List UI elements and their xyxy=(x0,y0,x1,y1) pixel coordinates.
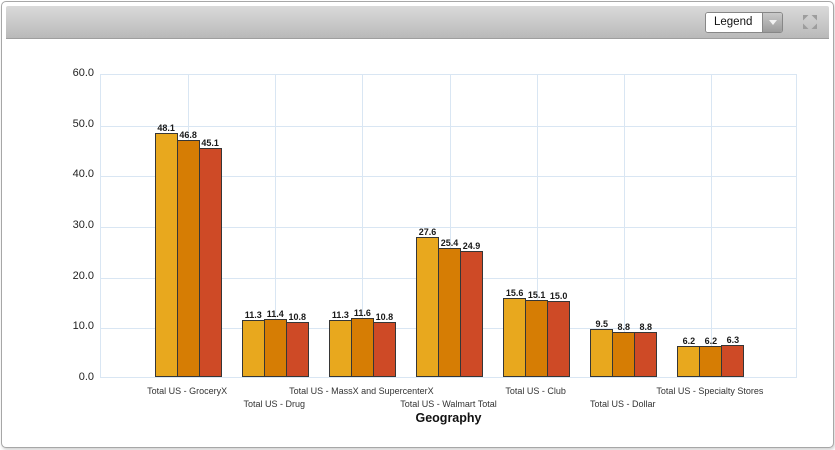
toolbar: Legend xyxy=(6,6,829,39)
bar-value-label: 11.4 xyxy=(266,309,284,319)
bar-series-1-cat7[interactable] xyxy=(677,346,701,377)
legend-dropdown-label[interactable]: Legend xyxy=(706,12,762,32)
x-tick-label: Total US - MassX and SupercenterX xyxy=(289,386,434,396)
bar-value-label: 27.6 xyxy=(418,227,437,237)
bar-series-1-cat2[interactable] xyxy=(241,320,265,377)
bar-value-label: 45.1 xyxy=(201,138,219,148)
bar-series-2-cat4[interactable] xyxy=(438,248,461,377)
y-tick-label: 10.0 xyxy=(72,320,94,333)
bar-series-2-cat3[interactable] xyxy=(350,318,374,377)
gridline-v xyxy=(275,75,276,377)
bar-value-label: 6.2 xyxy=(704,336,718,346)
plot-area: 48.1 46.8 45.1 11.3 11.4 10.8 11.3 11.6 10.8 27.6… xyxy=(100,74,797,378)
x-tick-label: Total US - Drug xyxy=(243,399,306,409)
bar-value-label: 24.9 xyxy=(462,241,481,251)
x-tick-label: Total US - GroceryX xyxy=(147,386,228,396)
bar-value-label: 8.8 xyxy=(639,322,653,332)
bar-value-label: 46.8 xyxy=(179,130,197,140)
bar-value-label: 11.6 xyxy=(353,308,371,318)
y-tick-label: 20.0 xyxy=(72,269,94,282)
bar-value-label: 15.1 xyxy=(527,290,546,300)
x-tick-label: Total US - Walmart Total xyxy=(400,399,497,409)
maximize-button[interactable] xyxy=(801,13,819,31)
y-tick-label: 60.0 xyxy=(72,67,94,79)
bar-series-2-cat5[interactable] xyxy=(525,300,549,377)
bar-series-1-cat4[interactable] xyxy=(416,237,439,377)
bar-series-3-cat1[interactable] xyxy=(198,148,222,377)
y-tick-label: 40.0 xyxy=(72,168,94,181)
gridline-v xyxy=(624,75,625,377)
bar-series-1-cat3[interactable] xyxy=(328,320,352,377)
gridline-h xyxy=(101,125,796,127)
bar-series-3-cat7[interactable] xyxy=(721,345,745,377)
maximize-icon xyxy=(803,15,817,29)
x-tick-label: Total US - Dollar xyxy=(589,399,656,409)
y-tick-label: 0.0 xyxy=(78,371,94,383)
bar-value-label: 6.3 xyxy=(726,335,740,345)
bar-series-3-cat6[interactable] xyxy=(634,332,658,377)
bar-value-label: 15.0 xyxy=(549,291,568,301)
bar-series-1-cat6[interactable] xyxy=(590,329,614,377)
dropdown-arrow-button[interactable] xyxy=(762,12,782,32)
x-tick-label: Total US - Club xyxy=(505,386,566,396)
bar-series-3-cat2[interactable] xyxy=(285,322,309,377)
bar-series-1-cat1[interactable] xyxy=(154,133,178,377)
bar-value-label: 8.8 xyxy=(617,322,631,332)
chevron-down-icon xyxy=(768,19,777,25)
bar-series-2-cat1[interactable] xyxy=(176,140,200,377)
legend-dropdown[interactable]: Legend xyxy=(705,11,783,33)
gridline-h xyxy=(101,176,796,178)
bar-value-label: 11.3 xyxy=(244,310,262,320)
bar-value-label: 11.3 xyxy=(331,310,349,320)
gridline-h xyxy=(101,227,796,228)
bar-series-3-cat3[interactable] xyxy=(372,322,396,377)
gridline-v xyxy=(537,75,538,377)
gridline-v xyxy=(711,75,712,377)
x-tick-label: Total US - Specialty Stores xyxy=(656,386,764,396)
bar-value-label: 6.2 xyxy=(682,336,696,346)
bar-series-2-cat7[interactable] xyxy=(699,346,723,377)
bar-series-2-cat2[interactable] xyxy=(263,319,287,377)
bar-value-label: 10.8 xyxy=(375,312,394,322)
bar-series-3-cat4[interactable] xyxy=(460,251,483,377)
bar-value-label: 25.4 xyxy=(440,238,459,248)
bar-series-3-cat5[interactable] xyxy=(547,301,571,377)
y-tick-label: 30.0 xyxy=(72,219,94,231)
bar-value-label: 10.8 xyxy=(288,312,307,322)
bar-series-1-cat5[interactable] xyxy=(503,298,527,377)
bar-series-2-cat6[interactable] xyxy=(612,332,636,377)
bar-value-label: 9.5 xyxy=(595,319,609,329)
gridline-v xyxy=(450,75,451,377)
y-tick-label: 50.0 xyxy=(72,117,94,130)
gridline-v xyxy=(362,75,363,377)
bar-value-label: 15.6 xyxy=(505,288,524,298)
x-axis-title: Geography xyxy=(415,411,482,425)
bar-value-label: 48.1 xyxy=(157,123,175,133)
